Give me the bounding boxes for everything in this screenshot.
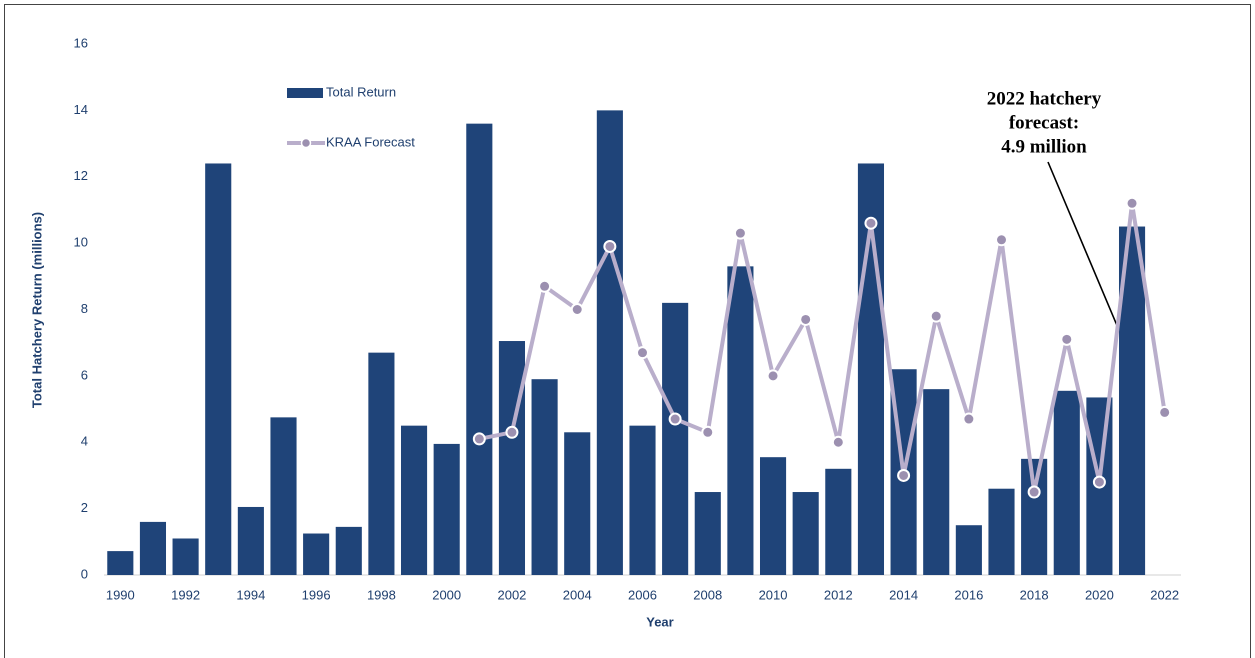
bar	[564, 432, 591, 575]
bar	[923, 389, 950, 575]
x-tick-label: 2022	[1150, 587, 1179, 602]
bar	[1021, 458, 1048, 575]
x-tick-label: 1990	[106, 587, 135, 602]
y-tick-label: 10	[74, 235, 88, 250]
bar	[466, 123, 493, 576]
forecast-marker	[603, 239, 617, 253]
bar	[1053, 390, 1080, 575]
bar	[172, 538, 199, 575]
bar	[303, 533, 330, 575]
bar	[662, 302, 689, 575]
x-tick-label: 2006	[628, 587, 657, 602]
forecast-marker	[1092, 475, 1106, 489]
legend-label: Total Return	[326, 84, 396, 99]
bar	[368, 352, 395, 575]
y-tick-label: 16	[74, 35, 88, 50]
bar	[237, 506, 264, 575]
forecast-marker	[995, 233, 1008, 247]
x-tick-label: 2010	[759, 587, 788, 602]
x-tick-label: 2008	[693, 587, 722, 602]
forecast-marker	[962, 412, 976, 426]
x-tick-label: 2000	[432, 587, 461, 602]
bar	[270, 417, 297, 575]
x-tick-label: 2012	[824, 587, 853, 602]
bar	[694, 492, 721, 575]
y-tick-label: 12	[74, 168, 88, 183]
bar	[498, 341, 526, 575]
forecast-marker	[1027, 485, 1041, 499]
forecast-marker	[472, 432, 486, 446]
annotation: forecast:	[1009, 112, 1079, 133]
y-axis-label: Total Hatchery Return (millions)	[29, 212, 44, 408]
x-tick-label: 1996	[302, 587, 331, 602]
forecast-marker	[766, 369, 780, 383]
forecast-marker	[733, 226, 747, 240]
annotation: 4.9 million	[1001, 136, 1087, 157]
forecast-marker	[505, 425, 519, 439]
x-tick-label: 2002	[497, 587, 526, 602]
forecast-line	[478, 201, 1167, 495]
x-tick-label: 1998	[367, 587, 396, 602]
bar	[433, 443, 460, 575]
y-tick-label: 8	[81, 301, 88, 316]
bar	[825, 468, 852, 575]
x-tick-label: 1992	[171, 587, 200, 602]
forecast-marker	[799, 312, 813, 326]
forecast-marker	[668, 412, 682, 426]
bar	[400, 425, 428, 575]
forecast-marker	[570, 303, 584, 316]
forecast-marker	[864, 216, 878, 230]
legend-marker	[300, 137, 312, 149]
frame	[4, 4, 1251, 658]
x-tick-label: 2016	[954, 587, 983, 602]
forecast-marker	[1158, 405, 1172, 419]
forecast-marker	[636, 346, 649, 360]
forecast-marker	[831, 435, 845, 449]
annotation: 2022 hatchery	[987, 88, 1102, 109]
bar	[107, 551, 134, 575]
bar	[727, 266, 754, 575]
bar	[596, 110, 623, 575]
x-tick-label: 2014	[889, 587, 918, 602]
y-tick-label: 4	[81, 434, 88, 449]
forecast-marker	[701, 425, 715, 439]
x-tick-label: 1994	[236, 587, 265, 602]
y-tick-label: 6	[81, 367, 88, 382]
bar	[792, 492, 819, 575]
forecast-marker	[1060, 332, 1074, 346]
y-tick-label: 0	[81, 566, 88, 581]
bar	[955, 525, 982, 575]
x-axis-label: Year	[646, 614, 673, 629]
bar	[629, 425, 656, 575]
x-tick-label: 2020	[1085, 587, 1114, 602]
forecast-marker	[538, 279, 552, 293]
y-tick-label: 14	[74, 102, 88, 117]
forecast-marker	[1125, 196, 1139, 210]
forecast-marker	[929, 309, 943, 323]
bar	[988, 488, 1015, 575]
bar	[759, 457, 787, 575]
legend-swatch	[287, 88, 323, 98]
x-tick-label: 2004	[563, 587, 592, 602]
bar	[531, 379, 558, 575]
bar	[335, 526, 362, 575]
bar	[205, 163, 232, 575]
y-tick-label: 2	[81, 500, 88, 515]
bar	[139, 521, 167, 575]
forecast-marker	[897, 468, 911, 482]
x-tick-label: 2018	[1020, 587, 1049, 602]
legend-label: KRAA Forecast	[326, 134, 415, 149]
